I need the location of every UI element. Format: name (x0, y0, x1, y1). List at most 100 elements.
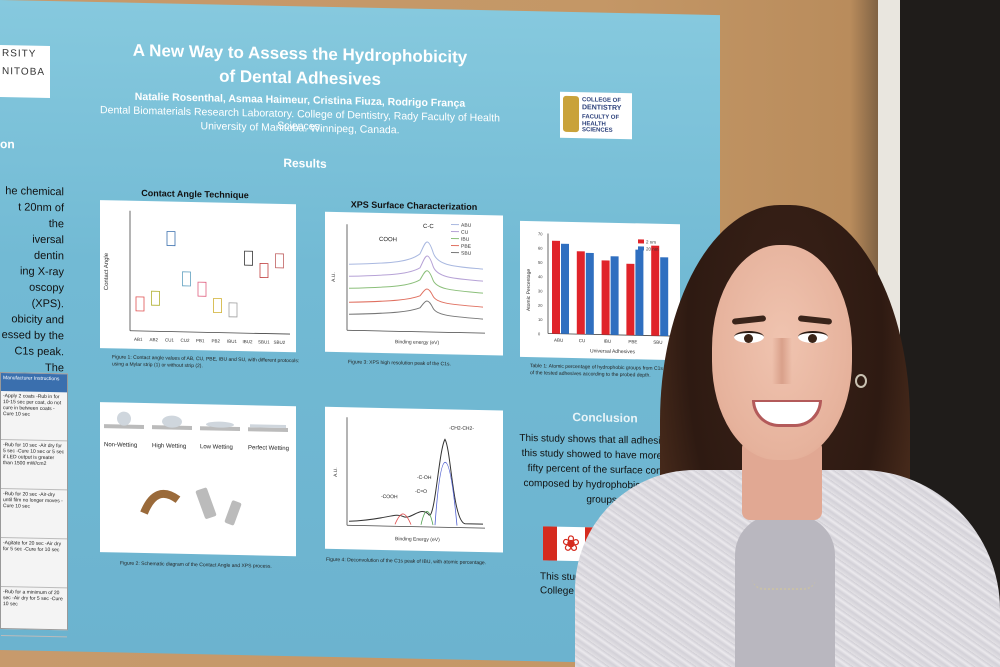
section-header-left: on (0, 137, 15, 152)
wetting-label-4: Perfect Wetting (248, 445, 289, 452)
wetting-diagram: Non-Wetting High Wetting Low Wetting Per… (104, 411, 289, 526)
right-eye (798, 331, 828, 343)
college-logo: COLLEGE OF DENTISTRY FACULTY OF HEALTH S… (560, 91, 632, 140)
person-top (735, 515, 835, 667)
bar-chart: Atomic Percentage Universal Adhesives AB… (526, 231, 672, 355)
contact-angle-title: Contact Angle Technique (141, 187, 249, 201)
bar-category-label: IBU (604, 339, 612, 344)
logo-text-3: FACULTY OF (582, 114, 620, 121)
boxplot-boxes: AB1 AB2 CU1 CU2 PB1 PB2 IBU1 IBU2 SBU1 SBU2 (134, 231, 286, 345)
boxplot-box (275, 253, 284, 269)
results-header: Results (283, 155, 327, 171)
figure2-caption: Figure 2: Schematic diagram of the Conta… (120, 560, 272, 570)
table1-caption: Table 1: Atomic percentage of hydrophobi… (530, 363, 676, 379)
table-header: Manufacturer Instructions (1, 373, 67, 393)
boxplot-category-label: PB1 (196, 338, 205, 343)
boxplot-category-label: AB2 (150, 337, 159, 342)
xps-legend-label: PBE (461, 244, 472, 250)
bar-legend-swatch (638, 239, 644, 244)
deconvolution-chart: -COOH -C-OH -C=O -CH2-CH2- Binding Energ… (333, 417, 485, 543)
bar (601, 260, 610, 335)
boxplot-box (166, 231, 176, 247)
bar (635, 249, 644, 336)
boxplot-box (151, 290, 160, 306)
xps-legend-label: ABU (461, 223, 472, 229)
caduceus-icon (563, 95, 579, 133)
bar-legend-label: 2 nm (646, 240, 656, 245)
bar-y-tick: 60 (538, 246, 543, 251)
bar-y-tick: 10 (538, 317, 543, 322)
xps-panel: COOH C-C Binding energy (eV) A.U. ABU CU I… (325, 211, 503, 356)
boxplot-box (228, 302, 238, 318)
logo-text-1: COLLEGE OF (582, 97, 621, 105)
deconv-label-cooh: -COOH (381, 494, 398, 500)
bar (610, 256, 619, 335)
xps-curve-ibu (348, 270, 484, 294)
bar (626, 263, 635, 336)
electron-beam-icon (140, 489, 181, 515)
table-row: -Apply 2 coats -Rub in for 10-15 sec per… (1, 391, 67, 442)
instructions-table: Manufacturer Instructions -Apply 2 coats… (0, 372, 68, 638)
deconv-ylabel: A.U. (333, 467, 339, 477)
xps-xlabel: Binding energy (eV) (395, 339, 440, 346)
intro-line: t 20nm of the (18, 201, 64, 231)
bar (660, 257, 669, 336)
intro-line: obicity and (11, 313, 64, 327)
intro-line: ing X-ray (19, 265, 64, 279)
table-row: -Rub for 10 sec -Air dry for 5 sec -Cure… (1, 440, 67, 491)
university-logo: RSITY NITOBA (0, 45, 50, 99)
contact-angle-diagram: Non-Wetting High Wetting Low Wetting Per… (100, 402, 296, 557)
detector-icon (195, 487, 217, 519)
poster: RSITY NITOBA A New Way to Assess the Hyd… (0, 0, 720, 666)
bar (651, 245, 660, 336)
bar-y-tick: 20 (538, 303, 543, 308)
boxplot-category-label: SBU1 (258, 339, 270, 344)
bar (552, 240, 560, 334)
xps-legend-label: CU (461, 230, 469, 236)
bar-y-tick: 30 (538, 288, 543, 293)
bar-category-label: SBU (653, 340, 662, 345)
necklace (752, 578, 816, 590)
logo-text-4: HEALTH SCIENCES (582, 121, 613, 134)
left-eye (734, 331, 764, 343)
bar (585, 252, 594, 335)
figure4-caption: Figure 4: Deconvolution of the C1s peak … (326, 556, 487, 567)
wetting-label-3: Low Wetting (200, 444, 233, 451)
boxplot-category-label: SBU2 (274, 340, 286, 345)
xps-peak-cooh: COOH (379, 237, 397, 243)
figure1-caption: Figure 1: Contact angle values of AB, CU… (112, 354, 300, 369)
bar-category-label: PBE (628, 339, 637, 344)
xps-legend-label: IBU (461, 237, 470, 243)
deconv-label-co: -C=O (415, 489, 427, 495)
xps-curve-abu (348, 241, 484, 270)
boxplot-category-label: CU2 (181, 338, 190, 343)
bar-category-label: ABU (554, 338, 563, 343)
boxplot-panel: Contact Angle AB1 AB2 CU1 CU2 PB1 PB2 IBU1 IBU2… (100, 200, 296, 353)
boxplot-box (182, 271, 191, 287)
boxplot-category-label: PB2 (212, 338, 221, 343)
intro-line: oscopy (XPS). (29, 281, 64, 311)
intro-line: he chemical (5, 185, 64, 199)
poster-title-line1: A New Way to Assess the Hydrophobicity (132, 40, 468, 67)
conclusion-header: Conclusion (572, 409, 638, 426)
droplet-icon (117, 411, 131, 426)
boxplot-box (197, 281, 207, 297)
xps-peak-cc: C-C (423, 224, 434, 230)
analyzer-icon (224, 500, 242, 526)
person-nose (772, 338, 792, 384)
xps-title: XPS Surface Characterization (350, 199, 478, 212)
xps-legend-label: SBU (461, 251, 472, 257)
deconv-xlabel: Binding Energy (eV) (395, 536, 440, 543)
table-row: -Agitate for 20 sec -Air dry for 5 sec -… (1, 538, 67, 589)
xps-curve-cu (348, 255, 484, 282)
boxplot-category-label: CU1 (165, 337, 174, 342)
deconv-label-ch2: -CH2-CH2- (449, 425, 474, 432)
right-eyebrow (797, 315, 833, 325)
table-row: -Rub for 20 sec -Air-dry until film no l… (1, 489, 67, 540)
wetting-label-2: High Wetting (152, 443, 186, 450)
boxplot-box (259, 263, 269, 279)
xps-curve-pbe (348, 288, 484, 308)
intro-line: essed by the (1, 329, 64, 343)
xps-curve-sbu (348, 300, 484, 320)
bar-xlabel: Universal Adhesives (590, 348, 636, 355)
